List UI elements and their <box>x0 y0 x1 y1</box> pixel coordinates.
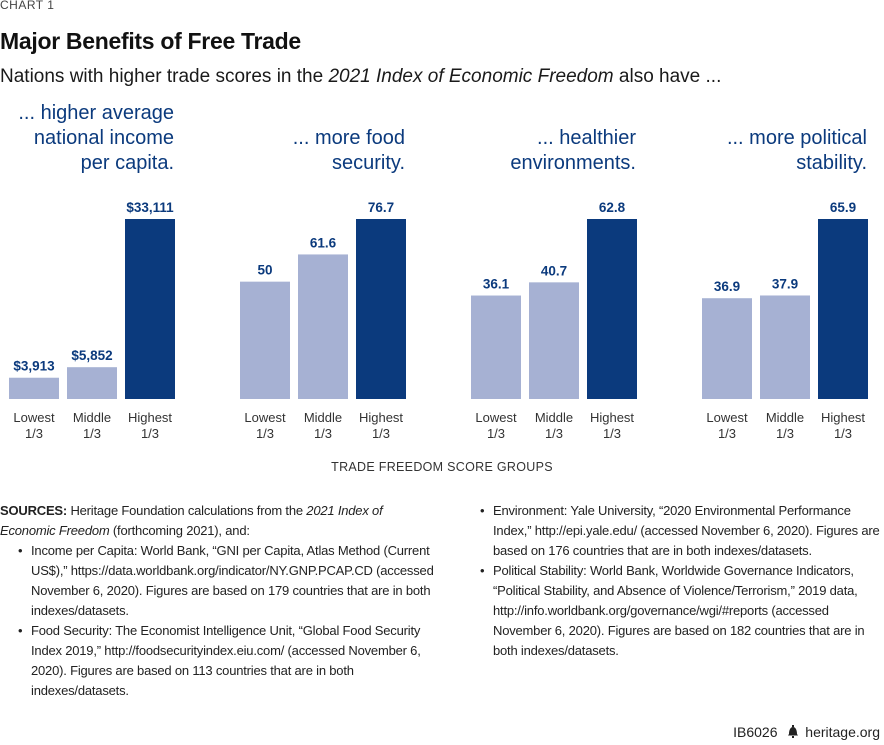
site-link[interactable]: heritage.org <box>805 724 880 740</box>
category-label: 1/3 <box>25 426 43 441</box>
sources-label: SOURCES: <box>0 503 68 518</box>
value-label: $3,913 <box>13 359 55 374</box>
category-label: 1/3 <box>314 426 332 441</box>
category-label: Highest <box>590 410 634 425</box>
category-label: Lowest <box>244 410 286 425</box>
bar-3-1 <box>471 295 521 399</box>
panel-heading-environment: ... healthier environments. <box>458 101 636 176</box>
sources-intro: SOURCES: Heritage Foundation calculation… <box>0 501 440 541</box>
value-label: 50 <box>257 263 272 278</box>
x-axis-title: TRADE FREEDOM SCORE GROUPS <box>331 460 553 474</box>
sources-intro-italic: 2021 Index of Economic Freedom <box>0 503 383 538</box>
subtitle-tail: also have ... <box>613 66 722 87</box>
heading-line: ... more political <box>726 127 867 149</box>
value-label: 37.9 <box>772 276 798 291</box>
value-label: 40.7 <box>541 263 567 278</box>
value-label: 61.6 <box>310 235 337 250</box>
sources-left-column: SOURCES: Heritage Foundation calculation… <box>0 501 440 701</box>
heading-line: ... healthier <box>537 127 636 149</box>
report-code: IB6026 <box>733 724 778 740</box>
chart-subtitle: Nations with higher trade scores in the … <box>0 66 721 88</box>
heading-line: environments. <box>510 152 636 174</box>
category-label: 1/3 <box>256 426 274 441</box>
chart-title: Major Benefits of Free Trade <box>0 28 301 54</box>
liberty-bell-icon <box>788 725 799 738</box>
value-label: 65.9 <box>830 200 856 215</box>
bar-4-3 <box>818 219 868 399</box>
panel-heading-income: ... higher average national income per c… <box>0 101 174 176</box>
heading-line: national income <box>33 127 174 149</box>
heading-line: security. <box>332 152 405 174</box>
category-label: 1/3 <box>718 426 736 441</box>
panel-heading-stability: ... more political stability. <box>689 101 867 176</box>
category-label: Middle <box>304 410 342 425</box>
category-label: Lowest <box>475 410 517 425</box>
footer: IB6026 heritage.org <box>733 724 880 740</box>
category-label: 1/3 <box>141 426 159 441</box>
source-item-stability: Political Stability: World Bank, Worldwi… <box>476 561 884 661</box>
bar-4-2 <box>760 295 810 399</box>
value-label: 36.9 <box>714 279 740 294</box>
category-label: Lowest <box>13 410 55 425</box>
bar-3-2 <box>529 282 579 399</box>
bar-2-3 <box>356 219 406 399</box>
category-label: Highest <box>359 410 403 425</box>
sources-list-left: Income per Capita: World Bank, “GNI per … <box>0 541 440 701</box>
chart-label: CHART 1 <box>0 0 55 12</box>
source-item-income: Income per Capita: World Bank, “GNI per … <box>14 541 440 621</box>
bar-1-3 <box>125 219 175 399</box>
sources-intro-tail: (forthcoming 2021), and: <box>109 523 250 538</box>
value-label: 36.1 <box>483 277 510 292</box>
category-label: 1/3 <box>372 426 390 441</box>
bar-4-1 <box>702 298 752 399</box>
value-label: $33,111 <box>126 200 174 215</box>
category-label: 1/3 <box>834 426 852 441</box>
bar-1-2 <box>67 367 117 399</box>
value-label: 62.8 <box>599 200 626 215</box>
sources-right-column: Environment: Yale University, “2020 Envi… <box>476 501 884 661</box>
category-label: Middle <box>73 410 111 425</box>
category-label: 1/3 <box>545 426 563 441</box>
bar-3-3 <box>587 219 637 399</box>
category-label: 1/3 <box>776 426 794 441</box>
bar-2-2 <box>298 254 348 399</box>
heading-line: ... higher average <box>18 102 174 124</box>
value-label: $5,852 <box>71 348 112 363</box>
category-label: Middle <box>766 410 804 425</box>
category-label: Highest <box>821 410 865 425</box>
subtitle-text: Nations with higher trade scores in the <box>0 66 329 87</box>
sources-intro-text: Heritage Foundation calculations from th… <box>67 503 307 518</box>
category-label: Highest <box>128 410 172 425</box>
subtitle-italic: 2021 Index of Economic Freedom <box>328 66 614 87</box>
bar-2-1 <box>240 281 290 399</box>
heading-line: stability. <box>796 152 867 174</box>
heading-line: per capita. <box>80 152 174 174</box>
bar-charts: $3,913Lowest1/3$5,852Middle1/3$33,111Hig… <box>9 200 868 441</box>
source-item-environment: Environment: Yale University, “2020 Envi… <box>476 501 884 561</box>
panel-heading-food: ... more food security. <box>227 101 405 176</box>
value-label: 76.7 <box>368 200 394 215</box>
category-label: Middle <box>535 410 573 425</box>
sources-list-right: Environment: Yale University, “2020 Envi… <box>476 501 884 661</box>
category-label: 1/3 <box>603 426 621 441</box>
bar-1-1 <box>9 377 59 399</box>
category-label: 1/3 <box>83 426 101 441</box>
source-item-food: Food Security: The Economist Intelligenc… <box>14 621 440 701</box>
heading-line: ... more food <box>292 127 405 149</box>
category-label: 1/3 <box>487 426 505 441</box>
category-label: Lowest <box>706 410 748 425</box>
